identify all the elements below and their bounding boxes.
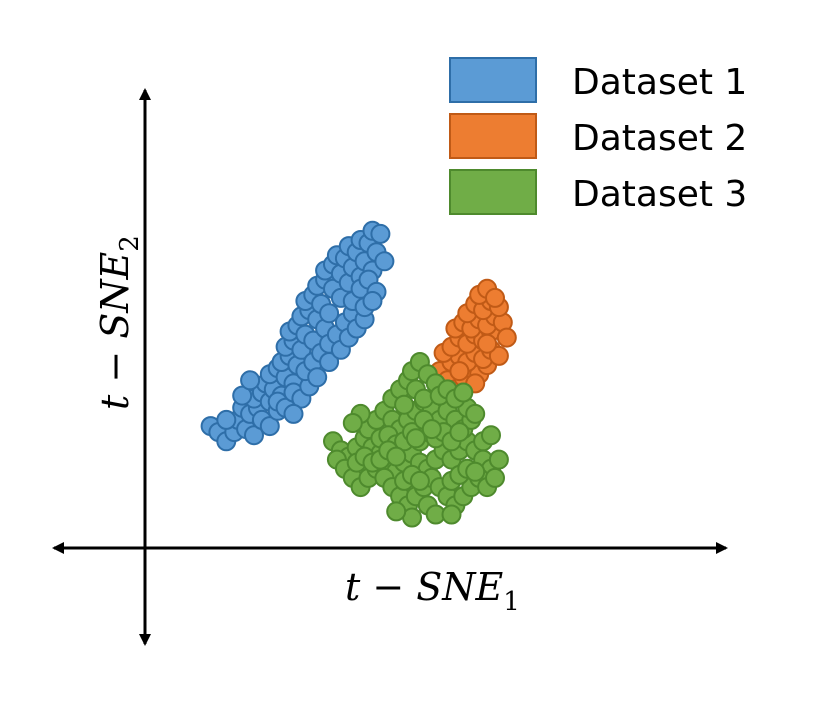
y-axis-label: t − SNE2	[93, 235, 145, 410]
point-dataset-3-98[interactable]	[481, 425, 501, 446]
point-dataset-1-40[interactable]	[319, 303, 340, 324]
x-axis-label-main: t − SNE	[345, 565, 504, 609]
point-dataset-3-68[interactable]	[465, 403, 486, 424]
point-dataset-1-73[interactable]	[307, 367, 328, 388]
point-dataset-3-79[interactable]	[449, 422, 470, 443]
point-dataset-1-62[interactable]	[370, 223, 391, 244]
point-dataset-3-92[interactable]	[386, 501, 407, 522]
point-dataset-1-88[interactable]	[232, 385, 253, 406]
point-dataset-1-87[interactable]	[362, 291, 383, 311]
point-dataset-3-66[interactable]	[394, 394, 415, 415]
point-dataset-1-60[interactable]	[374, 251, 395, 272]
point-dataset-3-85[interactable]	[386, 446, 407, 467]
point-dataset-2-37[interactable]	[496, 327, 517, 348]
points-layer	[200, 220, 517, 528]
legend-item-dataset-3[interactable]: Dataset 3	[449, 169, 747, 215]
x-axis-label-subscript: 1	[503, 587, 520, 617]
legend-swatch-dataset-1	[449, 57, 537, 103]
legend-label-dataset-1: Dataset 1	[572, 62, 747, 103]
y-axis-label-main: t − SNE	[93, 251, 137, 410]
x-axis-label: t − SNE1	[345, 565, 520, 617]
point-dataset-3-21[interactable]	[488, 449, 509, 470]
point-dataset-3-102[interactable]	[453, 382, 474, 403]
legend-item-dataset-1[interactable]: Dataset 1	[449, 57, 747, 103]
point-dataset-1-6[interactable]	[244, 425, 264, 446]
point-dataset-1-90[interactable]	[216, 409, 237, 430]
y-axis-label-subscript: 2	[115, 235, 145, 252]
point-dataset-3-104[interactable]	[421, 419, 442, 440]
point-dataset-3-106[interactable]	[342, 413, 363, 433]
legend-label-dataset-3: Dataset 3	[572, 174, 747, 215]
legend: Dataset 1 Dataset 2 Dataset 3	[449, 57, 747, 215]
legend-swatch-dataset-3	[449, 169, 537, 215]
legend-label-dataset-2: Dataset 2	[572, 118, 747, 159]
point-dataset-2-39[interactable]	[477, 333, 498, 354]
point-dataset-3-107[interactable]	[405, 428, 426, 449]
legend-swatch-dataset-2	[449, 113, 537, 159]
point-dataset-3-96[interactable]	[465, 461, 486, 482]
point-dataset-1-11[interactable]	[259, 416, 280, 437]
point-dataset-3-88[interactable]	[409, 470, 430, 491]
point-dataset-2-13[interactable]	[488, 345, 509, 366]
point-dataset-3-42[interactable]	[485, 467, 505, 488]
point-dataset-1-68[interactable]	[283, 403, 304, 424]
point-dataset-2-36[interactable]	[449, 361, 470, 382]
point-dataset-2-35[interactable]	[485, 287, 505, 308]
point-dataset-1-77[interactable]	[319, 352, 340, 372]
point-dataset-3-108[interactable]	[441, 504, 462, 525]
legend-item-dataset-2[interactable]: Dataset 2	[449, 113, 747, 159]
point-dataset-1-89[interactable]	[240, 370, 261, 391]
